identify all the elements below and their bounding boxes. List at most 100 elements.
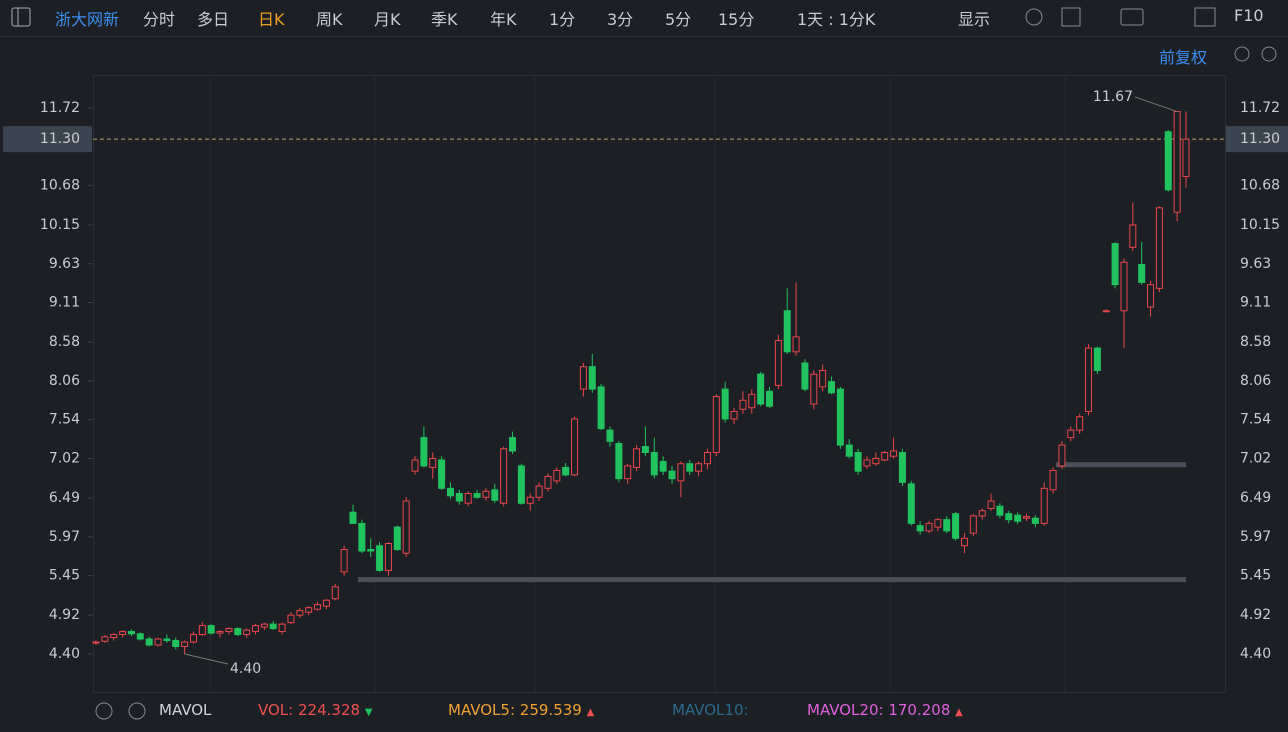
stock-name[interactable]: 浙大网新 (55, 10, 120, 29)
period-tab[interactable]: 分时 (143, 10, 176, 29)
grid (209, 75, 1066, 692)
settings-icon[interactable] (1025, 8, 1043, 26)
period-tab[interactable]: 月K (374, 10, 401, 29)
candle-body (181, 641, 189, 647)
sidebar-icon[interactable] (11, 7, 31, 27)
settings-icon[interactable] (95, 702, 113, 720)
period-tab[interactable]: 3分 (607, 10, 634, 29)
candle-body (934, 519, 942, 528)
candle-body (952, 513, 960, 539)
camera-icon[interactable] (1120, 8, 1144, 26)
close-icon[interactable] (128, 702, 146, 720)
period-tab[interactable]: 季K (431, 10, 458, 29)
min-pointer (184, 653, 229, 665)
candle-body (650, 452, 658, 476)
y-tick-label: 6.49 (1240, 490, 1271, 506)
candle-body (943, 519, 951, 532)
candle-body (739, 399, 747, 410)
arrow: ▲ (586, 707, 595, 718)
candle-body (1164, 131, 1172, 191)
candle-body (296, 610, 304, 616)
period-tab[interactable]: 年K (490, 10, 517, 29)
candle-body (969, 515, 977, 534)
toolbar-bg (0, 0, 1288, 36)
candle-body (163, 638, 171, 642)
period-tab[interactable]: 5分 (665, 10, 692, 29)
candle-body (606, 429, 614, 442)
candle-body (757, 373, 765, 405)
candle-body (1005, 513, 1013, 521)
candle-body (455, 493, 463, 502)
candle-body (1076, 416, 1084, 431)
y-tick-label: 8.58 (49, 334, 80, 350)
value: 259.539 (519, 701, 582, 719)
y-tick-label: 5.45 (1240, 568, 1271, 584)
candle-body (872, 457, 880, 465)
y-tick-label: 10.68 (40, 177, 80, 193)
last-price-box (1226, 126, 1288, 153)
candle-body (1102, 310, 1110, 313)
last-price-label: 11.30 (1240, 131, 1280, 147)
y-tick-label: 4.40 (1240, 646, 1271, 662)
label: MAVOL5: (448, 701, 516, 719)
candle-body (314, 604, 322, 610)
candle-body (216, 631, 224, 634)
period-tab[interactable]: 多日 (197, 10, 230, 29)
f10[interactable]: F10 (1234, 6, 1264, 25)
candle-body (677, 463, 685, 482)
fullscreen-icon[interactable] (1194, 7, 1216, 27)
candle-body (119, 631, 127, 636)
period-tab[interactable]: 日K (258, 10, 285, 29)
period-tab[interactable]: 1分 (549, 10, 576, 29)
value: 170.208 (888, 701, 951, 719)
y-tick-label: 5.45 (49, 568, 80, 584)
candle-body (1040, 487, 1048, 524)
box-icon[interactable] (1061, 7, 1081, 27)
level-line (358, 577, 1186, 583)
candle-body (322, 599, 330, 607)
candle-body (243, 629, 251, 636)
candle-body (384, 543, 392, 571)
candle-body (810, 373, 818, 405)
arrow: ▲ (955, 707, 963, 718)
candle-body (367, 549, 375, 552)
candle-body (987, 500, 995, 509)
candle-body (863, 459, 871, 467)
candle-body (1067, 429, 1075, 439)
candle-body (269, 623, 277, 630)
adjust[interactable]: 前复权 (1159, 48, 1208, 67)
candle-body (801, 362, 809, 390)
display-menu[interactable]: 显示 (958, 10, 991, 29)
candle-body (491, 489, 499, 501)
period-tab[interactable]: 周K (316, 10, 343, 29)
candle-body (136, 633, 144, 640)
candle-body (819, 369, 827, 388)
value: 224.328 (298, 701, 361, 719)
y-tick-label: 8.06 (1240, 373, 1271, 389)
candle-body (1155, 207, 1163, 289)
y-tick-label: 8.06 (49, 373, 80, 389)
level-line (1056, 462, 1186, 468)
candle-body (92, 641, 100, 644)
zoom-out-icon[interactable] (1261, 46, 1277, 62)
indicator-name[interactable]: MAVOL (159, 701, 212, 719)
candle-body (916, 525, 924, 532)
min-label: 4.40 (230, 661, 261, 677)
undo-icon[interactable] (1234, 46, 1250, 62)
candle-body (252, 625, 260, 633)
mavol20: MAVOL20: 170.208 ▲ (807, 701, 963, 719)
last-price-box (3, 126, 92, 153)
y-tick-label: 7.02 (49, 450, 80, 466)
period-tab[interactable]: 15分 (718, 10, 755, 29)
range-select[interactable]: 1天 : 1分K (797, 10, 876, 29)
candle-body (145, 638, 153, 646)
candle-body (1111, 243, 1119, 286)
y-tick-label: 4.92 (49, 607, 80, 623)
candle-body (509, 437, 517, 452)
candle-body (571, 418, 579, 476)
candle-body (340, 549, 348, 573)
y-tick-label: 10.15 (1240, 217, 1280, 233)
candle-body (1129, 224, 1137, 248)
y-tick-label: 9.11 (49, 295, 80, 311)
